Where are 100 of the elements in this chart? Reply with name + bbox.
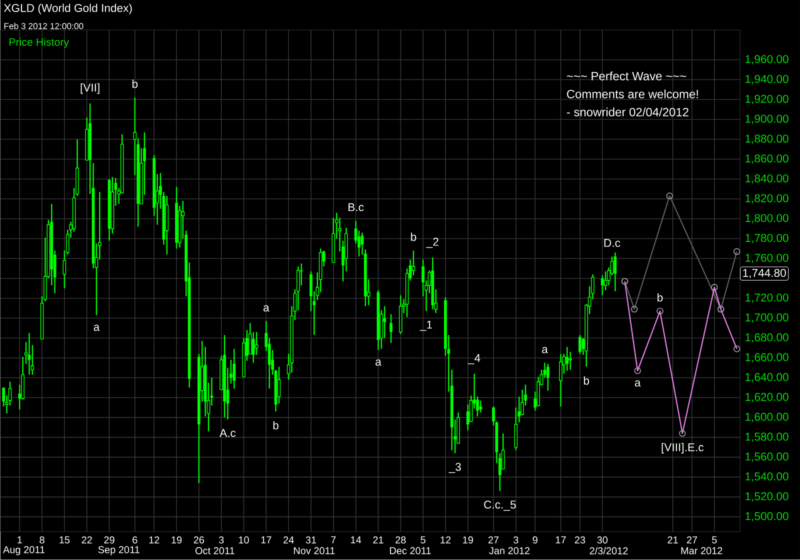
y-tick-label: 1,880.00 xyxy=(746,134,788,144)
y-tick-label: 1,920.00 xyxy=(746,94,788,104)
text: Jan 2012 xyxy=(489,547,530,554)
x-tick-label: 26 xyxy=(194,536,204,544)
candlestick xyxy=(536,376,540,408)
x-tick-label: 7 xyxy=(331,536,336,544)
annotation: ~~~ Perfect Wave ~~~ xyxy=(566,72,686,80)
x-tick-label: 15 xyxy=(60,536,70,544)
y-tick-label: 1,760.00 xyxy=(746,254,788,264)
annotation: _2 xyxy=(426,238,438,248)
y-tick-label: 1,780.00 xyxy=(746,234,788,244)
annotation: A.c xyxy=(220,429,236,438)
y-tick-label: 1,900.00 xyxy=(746,114,788,124)
y-tick-label: 1,540.00 xyxy=(746,472,788,482)
x-tick-label: 21 xyxy=(668,536,678,544)
annotation: a xyxy=(263,305,270,312)
annotation: b xyxy=(584,376,590,385)
x-tick-label: 12 xyxy=(149,536,160,544)
y-tick-label: 1,700.00 xyxy=(746,314,788,323)
y-tick-label: 1,600.00 xyxy=(746,412,788,422)
text: Dec 2011 xyxy=(390,547,431,554)
y-tick-label: 1,820.00 xyxy=(746,194,788,204)
y-tick-label: 1,500.00 xyxy=(746,512,788,522)
annotation: Price History xyxy=(10,38,70,48)
y-tick-label: 1,580.00 xyxy=(746,432,788,442)
annotation: [VIII].E.c xyxy=(662,443,704,454)
candlestick xyxy=(466,404,470,432)
chart-subtitle: Feb 3 2012 12:00:00 xyxy=(4,22,84,30)
y-tick-label: 1,840.00 xyxy=(746,174,788,184)
text: Mar 2012 xyxy=(681,547,722,554)
x-tick-label: 17 xyxy=(261,536,272,544)
candlestick xyxy=(412,250,416,276)
x-tick-label: 31 xyxy=(306,536,316,544)
candlestick xyxy=(566,346,569,372)
y-tick-label: 1,940.00 xyxy=(746,75,788,84)
candlestick xyxy=(232,348,236,390)
annotation: D.c xyxy=(604,239,620,248)
annotation: - snowrider 02/04/2012 xyxy=(566,108,688,116)
candlestick xyxy=(514,407,518,451)
x-tick-label: 28 xyxy=(396,536,406,544)
annotation: C.c._5 xyxy=(484,500,516,511)
annotation: b xyxy=(132,80,138,88)
y-tick-label: 1,680.00 xyxy=(746,333,788,343)
annotation: a xyxy=(542,347,548,354)
candlestick xyxy=(614,252,617,292)
x-tick-label: 3 xyxy=(218,536,224,544)
x-tick-label: 17 xyxy=(556,536,566,544)
annotation: a xyxy=(634,380,641,387)
y-tick-label: 1,860.00 xyxy=(746,154,788,164)
x-tick-label: 19 xyxy=(172,536,182,544)
x-tick-label: 6 xyxy=(132,536,138,544)
annotation: [VII] xyxy=(80,83,100,94)
x-tick-label: 12 xyxy=(440,536,451,544)
candlestick xyxy=(390,314,392,344)
candlestick xyxy=(479,400,482,414)
candlestick xyxy=(252,332,255,364)
text: Nov 2011 xyxy=(294,547,335,554)
x-tick-label: 19 xyxy=(463,536,473,544)
x-tick-label: 29 xyxy=(104,536,114,544)
annotation: _4 xyxy=(468,354,480,364)
annotation: a xyxy=(376,360,382,366)
annotation: _1 xyxy=(420,320,432,331)
x-tick-label: 24 xyxy=(284,536,294,544)
annotation: Comments are welcome! xyxy=(566,90,698,98)
text: 2/3/2012 xyxy=(590,547,628,555)
text: Oct 2011 xyxy=(195,547,234,554)
y-tick-label: 1,620.00 xyxy=(746,393,788,402)
x-tick-label: 8 xyxy=(40,536,44,544)
annotation: b xyxy=(411,232,416,242)
x-tick-label: 5 xyxy=(420,536,426,544)
candlestick xyxy=(546,363,550,392)
annotation: B.c xyxy=(348,203,364,212)
x-tick-label: 22 xyxy=(82,536,92,544)
x-tick-label: 3 xyxy=(514,536,518,544)
text: Aug 2011 xyxy=(3,546,45,556)
text: Sep 2011 xyxy=(98,546,140,556)
x-tick-label: 1 xyxy=(18,536,22,544)
annotation: _3 xyxy=(448,462,461,474)
candlestick xyxy=(383,306,386,339)
x-tick-label: 23 xyxy=(574,536,586,544)
annotation: b xyxy=(273,421,278,430)
candlestick xyxy=(254,332,258,356)
candlestick xyxy=(568,351,572,371)
x-tick-label: 30 xyxy=(597,536,608,544)
y-tick-label: 1,800.00 xyxy=(746,214,788,224)
y-tick-label: 1,960.00 xyxy=(746,55,788,65)
candlestick xyxy=(600,274,604,296)
annotation: b xyxy=(658,293,663,302)
x-tick-label: 21 xyxy=(373,536,384,544)
x-tick-label: 27 xyxy=(488,536,499,544)
y-tick-label: 1,560.00 xyxy=(746,452,788,462)
y-tick-label: 1,520.00 xyxy=(746,492,788,502)
x-tick-label: 14 xyxy=(351,536,362,544)
x-tick-label: 5 xyxy=(712,536,717,544)
y-tick-label: 1,640.00 xyxy=(746,373,788,383)
candlestick xyxy=(578,334,582,355)
x-tick-label: 10 xyxy=(238,536,249,544)
y-tick-label: 1,744.80 xyxy=(743,269,786,278)
y-tick-label: 1,720.00 xyxy=(746,294,788,304)
x-tick-label: 9 xyxy=(532,536,538,544)
